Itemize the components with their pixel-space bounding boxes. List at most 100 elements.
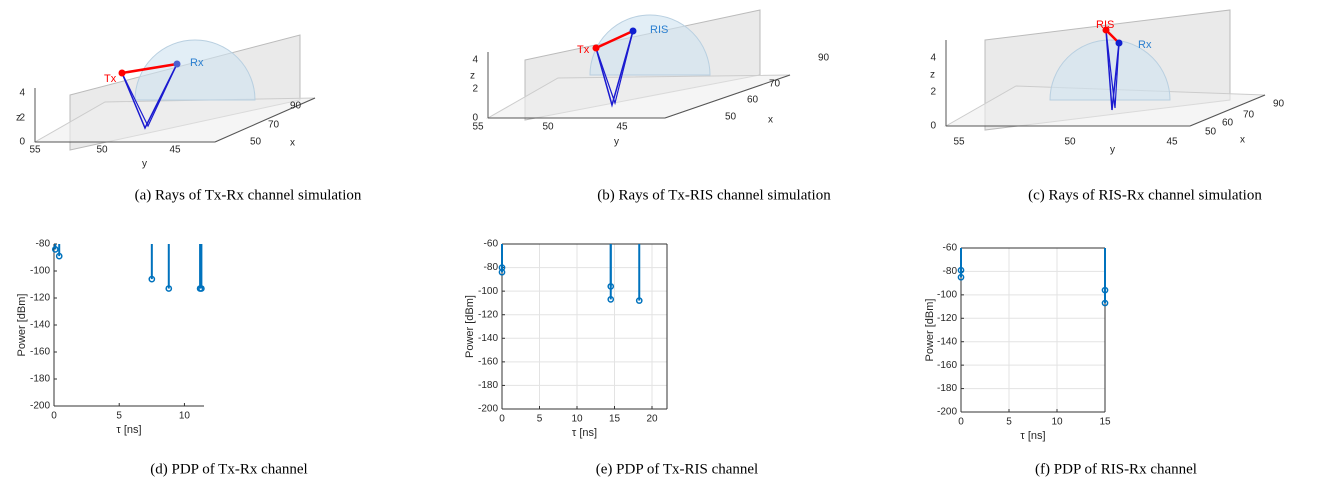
- arch: [134, 39, 256, 101]
- z-tick-label: 4: [19, 88, 25, 99]
- stem-marker: [165, 285, 173, 292]
- y-axis-label: Power [dBm]: [464, 295, 476, 358]
- stem-marker: [957, 273, 965, 281]
- y-tick-label: -60: [943, 243, 958, 254]
- x-tick-label: 90: [290, 101, 302, 112]
- y-tick-label: 55: [29, 145, 41, 156]
- y-tick-label: -80: [484, 262, 499, 273]
- ray: [121, 63, 178, 128]
- x-tick-label: 5: [537, 414, 543, 425]
- x-tick-label: 60: [1222, 118, 1234, 129]
- y-axis-label: Power [dBm]: [924, 299, 936, 362]
- x-tick-label: 70: [268, 120, 280, 131]
- z-tick-label: 0: [930, 121, 936, 132]
- z-tick-label: 2: [19, 113, 25, 124]
- ray: [595, 30, 634, 106]
- y-tick-label: -80: [36, 239, 51, 250]
- x-tick-label: 5: [1006, 417, 1012, 428]
- y-tick-label: -160: [30, 347, 50, 358]
- y-tick-label: -180: [937, 383, 957, 394]
- node-label: RIS: [1096, 19, 1114, 31]
- stem-marker: [55, 252, 63, 260]
- y-tick-label: 50: [542, 122, 554, 133]
- x-tick-label: 70: [1243, 110, 1255, 121]
- caption: (c) Rays of RIS-Rx channel simulation: [1028, 187, 1262, 203]
- node-label: Rx: [1138, 39, 1152, 51]
- y-tick-label: 45: [169, 145, 181, 156]
- z-tick-label: 2: [472, 84, 478, 95]
- z-tick-label: 0: [472, 113, 478, 124]
- axis-label: z: [16, 113, 21, 124]
- y-tick-label: -100: [937, 289, 957, 300]
- y-tick-label: -180: [30, 374, 50, 385]
- node-label: Tx: [577, 44, 590, 56]
- node-label: Tx: [104, 73, 117, 85]
- x-tick-label: 5: [116, 411, 122, 422]
- stem-marker: [198, 285, 205, 292]
- y-tick-label: 55: [472, 122, 484, 133]
- y-tick-label: 45: [616, 122, 628, 133]
- axis-label: z: [470, 71, 475, 82]
- axis-label: x: [1240, 135, 1245, 146]
- node: [1102, 26, 1110, 34]
- x-tick-label: 20: [646, 414, 658, 425]
- x-tick-label: 15: [609, 414, 621, 425]
- caption: (f) PDP of RIS-Rx channel: [1035, 461, 1197, 477]
- y-tick-label: -120: [937, 313, 957, 324]
- y-tick-label: 45: [1166, 137, 1178, 148]
- caption: (a) Rays of Tx-Rx channel simulation: [135, 187, 362, 203]
- y-tick-label: -120: [478, 309, 498, 320]
- z-tick-label: 4: [472, 55, 478, 66]
- y-tick-label: -160: [937, 360, 957, 371]
- ray: [1105, 29, 1120, 111]
- stem-marker: [607, 296, 615, 303]
- y-tick-label: -180: [478, 380, 498, 391]
- z-tick-label: 0: [19, 137, 25, 148]
- stem-marker: [498, 268, 506, 276]
- ray: [595, 30, 634, 108]
- y-tick-label: -200: [937, 407, 957, 418]
- x-tick-label: 60: [747, 95, 759, 106]
- y-tick-label: -160: [478, 356, 498, 367]
- y-tick-label: -120: [30, 293, 50, 304]
- y-tick-label: -200: [478, 404, 498, 415]
- y-tick-label: 50: [96, 145, 108, 156]
- stem-marker: [148, 275, 156, 283]
- x-tick-label: 0: [958, 417, 964, 428]
- node: [118, 69, 126, 77]
- x-tick-label: 0: [499, 414, 505, 425]
- node: [173, 60, 181, 68]
- x-axis-label: τ [ns]: [116, 424, 141, 436]
- arch: [1049, 39, 1171, 101]
- x-tick-label: 0: [51, 411, 57, 422]
- x-tick-label: 90: [818, 53, 830, 64]
- node: [592, 44, 600, 52]
- axis-label: y: [614, 137, 619, 148]
- z-tick-label: 2: [930, 87, 936, 98]
- axis-label: x: [768, 115, 773, 126]
- stem-marker: [1101, 299, 1109, 307]
- x-tick-label: 50: [725, 112, 737, 123]
- direct-ray: [121, 62, 178, 75]
- y-tick-label: -140: [30, 320, 50, 331]
- y-tick-label: 55: [953, 137, 965, 148]
- y-tick-label: -60: [484, 239, 499, 250]
- x-tick-label: 10: [179, 411, 191, 422]
- axis-line: [664, 74, 791, 119]
- x-tick-label: 10: [1051, 417, 1063, 428]
- axis-label: y: [1110, 145, 1115, 156]
- x-tick-label: 70: [769, 79, 781, 90]
- y-tick-label: 50: [1064, 137, 1076, 148]
- y-axis-label: Power [dBm]: [16, 294, 28, 357]
- axis-label: y: [142, 159, 147, 170]
- x-tick-label: 50: [1205, 127, 1217, 138]
- stem-marker: [51, 246, 59, 253]
- node-label: Rx: [190, 57, 204, 69]
- x-axis-label: τ [ns]: [572, 427, 597, 439]
- caption: (d) PDP of Tx-Rx channel: [150, 461, 307, 477]
- y-tick-label: -200: [30, 401, 50, 412]
- stem-marker: [635, 297, 643, 304]
- y-tick-label: -80: [943, 266, 958, 277]
- node: [1115, 39, 1123, 47]
